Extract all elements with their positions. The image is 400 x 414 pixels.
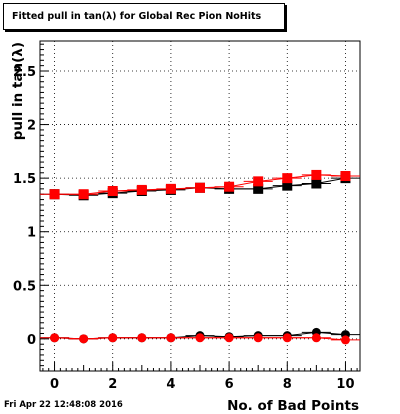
- data-point: [166, 333, 176, 343]
- data-point: [340, 335, 350, 345]
- y-tick-label: 1.5: [13, 172, 36, 187]
- series-3: [40, 333, 360, 345]
- data-point: [49, 189, 60, 200]
- data-point: [224, 181, 235, 192]
- y-axis-ticks: 0 0.5 1 1.5 2 2.5: [13, 43, 49, 367]
- x-tick-label: 4: [166, 377, 175, 392]
- data-point: [253, 333, 263, 343]
- data-point: [311, 333, 321, 343]
- x-tick-label: 6: [225, 377, 234, 392]
- data-point: [195, 182, 205, 193]
- x-tick-label: 10: [336, 377, 354, 392]
- data-point: [78, 189, 89, 200]
- data-point: [253, 183, 264, 194]
- data-point: [253, 176, 264, 187]
- data-point: [282, 180, 293, 191]
- y-tick-label: 0: [27, 333, 36, 348]
- data-marks: [40, 169, 360, 345]
- data-point: [282, 173, 293, 184]
- grid-lines: [40, 41, 360, 371]
- data-point: [136, 184, 147, 195]
- x-tick-label: 2: [108, 377, 117, 392]
- data-point: [224, 333, 234, 343]
- x-tick-label: 0: [50, 377, 59, 392]
- data-point: [311, 169, 322, 180]
- chart-title: Fitted pull in tan(λ) for Global Rec Pio…: [3, 3, 285, 30]
- data-point: [311, 178, 322, 189]
- data-point: [340, 171, 351, 181]
- y-tick-label: 0.5: [13, 279, 36, 294]
- data-point: [50, 333, 60, 343]
- data-point: [79, 334, 89, 344]
- y-tick-label: 2.5: [13, 65, 36, 80]
- data-point: [137, 333, 147, 343]
- y-tick-label: 1: [27, 226, 36, 241]
- y-axis-label: pull in tan(λ): [10, 42, 26, 140]
- data-point: [165, 183, 176, 194]
- series-1: [40, 169, 360, 200]
- x-tick-label: 8: [283, 377, 292, 392]
- data-point: [195, 333, 205, 343]
- data-point: [108, 333, 118, 343]
- y-tick-label: 2: [27, 119, 36, 134]
- x-axis-label: No. of Bad Points: [227, 398, 359, 414]
- footer-date: Fri Apr 22 12:48:08 2016: [4, 400, 123, 410]
- data-point: [282, 333, 292, 343]
- x-axis-ticks: 0 2 4 6 8 10: [42, 362, 358, 392]
- plot-frame: [39, 40, 361, 372]
- data-point: [107, 186, 118, 196]
